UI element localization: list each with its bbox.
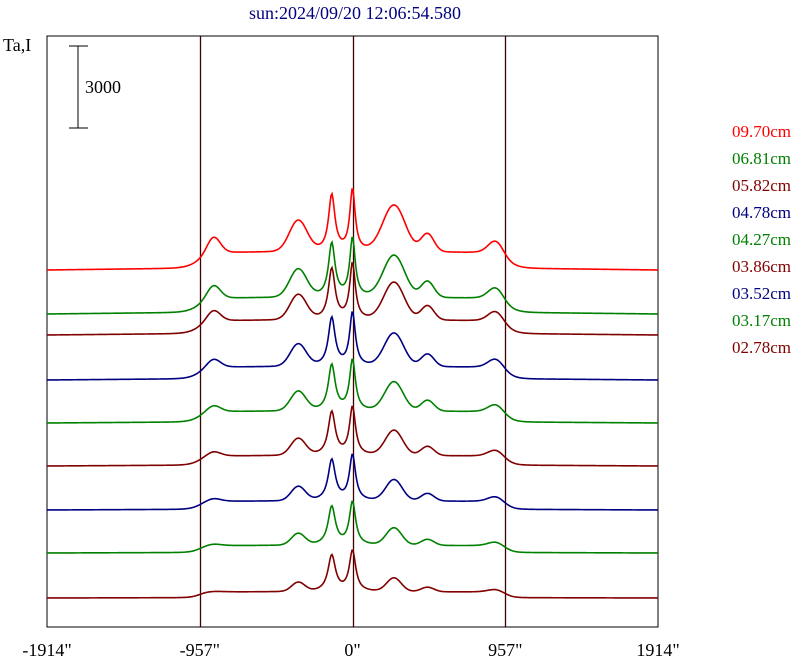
series-line-03.86cm: [47, 405, 659, 467]
x-tick-labels: -1914" -957" 0" 957" 1914": [22, 640, 679, 660]
legend-entry-05.82cm: 05.82cm: [732, 176, 791, 195]
legend-entry-04.27cm: 04.27cm: [732, 230, 791, 249]
series-line-09.70cm: [46, 188, 659, 271]
legend: 09.70cm 06.81cm 05.82cm 04.78cm 04.27cm 03.86…: [732, 122, 791, 357]
series-line-05.82cm: [46, 262, 659, 336]
chart-title: sun:2024/09/20 12:06:54.580: [249, 3, 461, 23]
legend-entry-09.70cm: 09.70cm: [732, 122, 791, 141]
series-line-02.78cm: [47, 549, 659, 599]
series-lines: [46, 188, 659, 599]
legend-entry-03.17cm: 03.17cm: [732, 311, 791, 330]
series-line-03.52cm: [47, 453, 659, 511]
series-line-04.27cm: [47, 358, 659, 424]
x-tick-label-1: -957": [180, 640, 220, 660]
reference-lines: [199, 36, 507, 627]
legend-entry-03.52cm: 03.52cm: [732, 284, 791, 303]
scale-bar-label: 3000: [85, 77, 121, 97]
x-tick-label-3: 957": [488, 640, 522, 660]
x-tick-label-0: -1914": [22, 640, 71, 660]
plot-frame: [46, 35, 659, 628]
series-line-03.17cm: [47, 500, 659, 554]
x-tick-label-2: 0": [344, 640, 360, 660]
legend-entry-06.81cm: 06.81cm: [732, 149, 791, 168]
x-tick-label-4: 1914": [636, 640, 679, 660]
y-axis-label: Ta,I: [3, 35, 31, 55]
series-line-04.78cm: [46, 311, 659, 381]
legend-entry-04.78cm: 04.78cm: [732, 203, 791, 222]
legend-entry-02.78cm: 02.78cm: [732, 338, 791, 357]
scale-bar: 3000: [69, 45, 121, 129]
series-line-06.81cm: [46, 236, 659, 315]
legend-entry-03.86cm: 03.86cm: [732, 257, 791, 276]
